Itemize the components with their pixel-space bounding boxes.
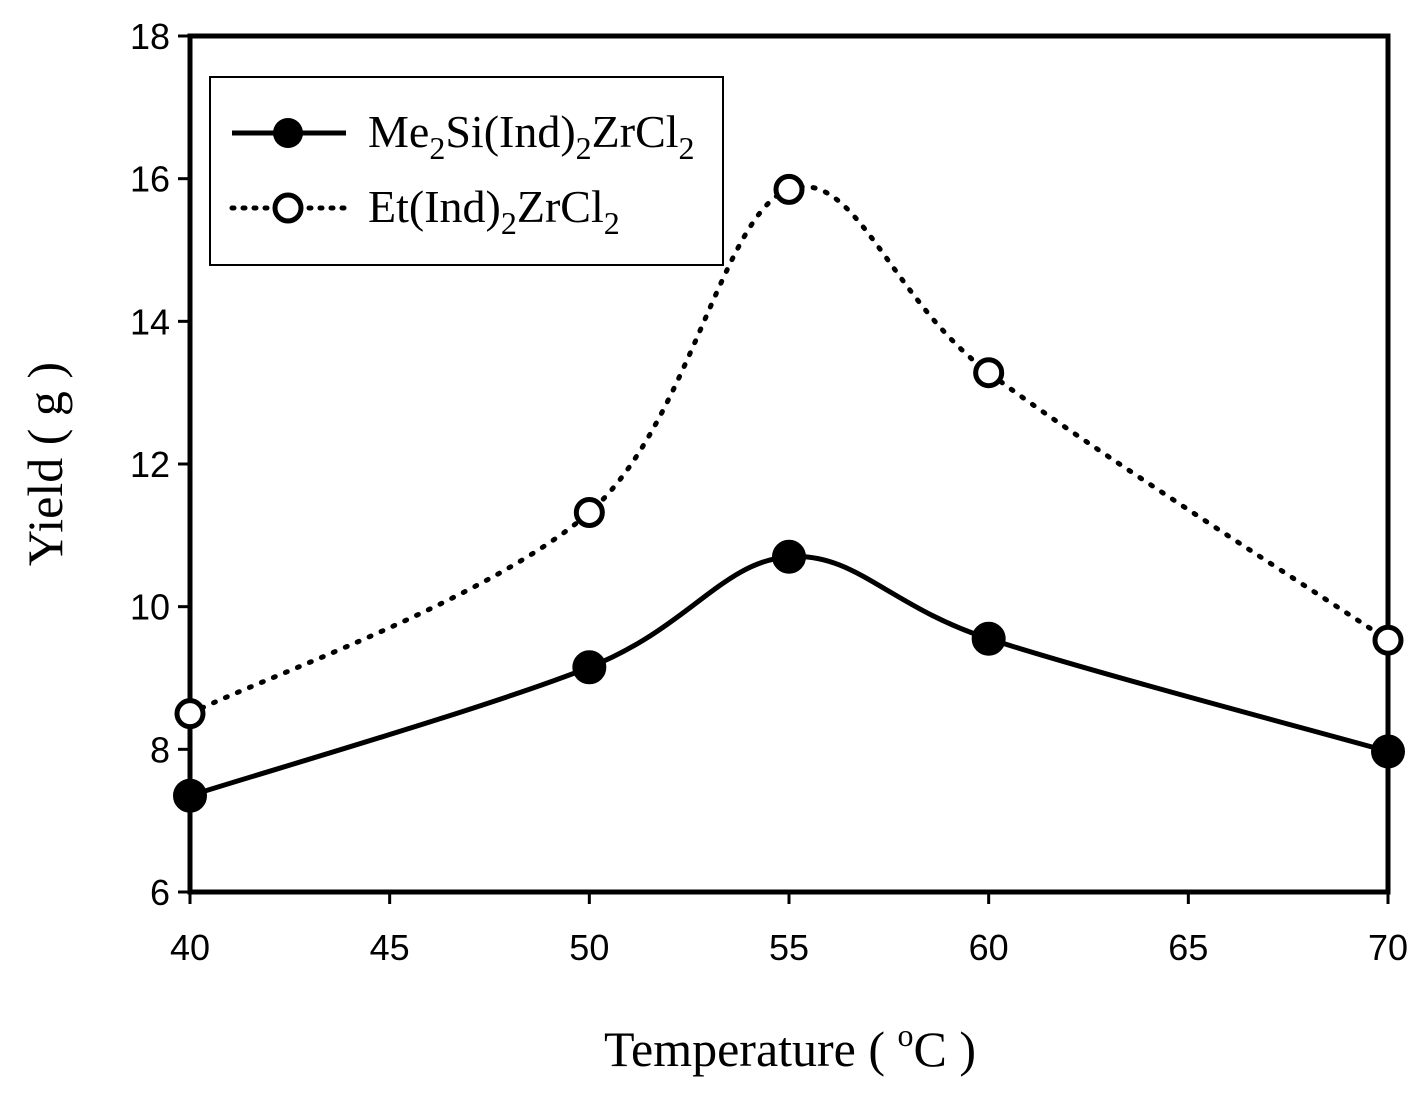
series-2-point-60 xyxy=(973,357,1005,389)
series-line-1 xyxy=(189,554,1389,799)
legend-label-part: 2 xyxy=(501,205,517,241)
legend-label-part: 2 xyxy=(429,130,445,166)
legend-label-series-2: Et(Ind)2ZrCl2 xyxy=(368,181,620,241)
legend-label-part: 2 xyxy=(679,130,695,166)
x-tick-label-60: 60 xyxy=(969,927,1009,968)
legend-box xyxy=(209,76,724,266)
plot-area-frame xyxy=(187,33,1391,895)
x-axis-title-suffix: C ) xyxy=(914,1021,977,1077)
x-tick-label-50: 50 xyxy=(569,927,609,968)
series-curves xyxy=(187,184,1391,799)
legend-label-part: Si(Ind) xyxy=(445,106,575,157)
series-1-point-60 xyxy=(971,621,1006,656)
x-tick-label-55: 55 xyxy=(769,927,809,968)
legend-label-part: ZrCl xyxy=(517,181,604,232)
legend-label-part: 2 xyxy=(604,205,620,241)
y-tick-label-16: 16 xyxy=(130,159,170,200)
legend-marker-series-2 xyxy=(272,192,304,224)
series-1-point-40 xyxy=(173,778,207,813)
y-tick-label-8: 8 xyxy=(150,729,170,770)
y-tick-label-6: 6 xyxy=(150,872,170,913)
x-tick-label-70: 70 xyxy=(1368,927,1408,968)
series-1-point-55 xyxy=(772,539,806,574)
y-tick-label-18: 18 xyxy=(130,16,170,57)
x-axis-title-prefix: Temperature ( xyxy=(604,1021,898,1077)
legend-label-part: Me xyxy=(368,106,429,157)
x-tick-label-45: 45 xyxy=(370,927,410,968)
x-tick-label-40: 40 xyxy=(170,927,210,968)
series-1-point-50 xyxy=(572,650,607,685)
series-2-point-40 xyxy=(174,698,206,730)
legend-label-part: ZrCl xyxy=(592,106,679,157)
series-2-point-55 xyxy=(773,173,805,205)
y-axis-title: Yield ( g ) xyxy=(17,362,73,566)
legend-label-part: Et(Ind) xyxy=(368,181,501,232)
series-2-point-50 xyxy=(573,497,605,529)
y-tick-label-14: 14 xyxy=(130,301,170,342)
x-axis-title-degree: o xyxy=(898,1017,914,1053)
legend-label-series-1: Me2Si(Ind)2ZrCl2 xyxy=(368,106,695,166)
legend: Me2Si(Ind)2ZrCl2 Et(Ind)2ZrCl2 xyxy=(209,76,724,266)
y-tick-label-10: 10 xyxy=(130,587,170,628)
series-1-point-70 xyxy=(1371,734,1405,769)
x-tick-label-65: 65 xyxy=(1168,927,1208,968)
x-axis-title: Temperature ( oC ) xyxy=(604,1017,976,1077)
y-tick-label-12: 12 xyxy=(130,444,170,485)
legend-label-part: 2 xyxy=(576,130,592,166)
series-2-point-70 xyxy=(1372,624,1404,656)
legend-marker-series-1 xyxy=(273,118,303,148)
tick-labels: 6 8 10 12 14 16 18 40 45 50 55 60 65 70 xyxy=(130,16,1408,968)
series-markers xyxy=(173,173,1405,813)
